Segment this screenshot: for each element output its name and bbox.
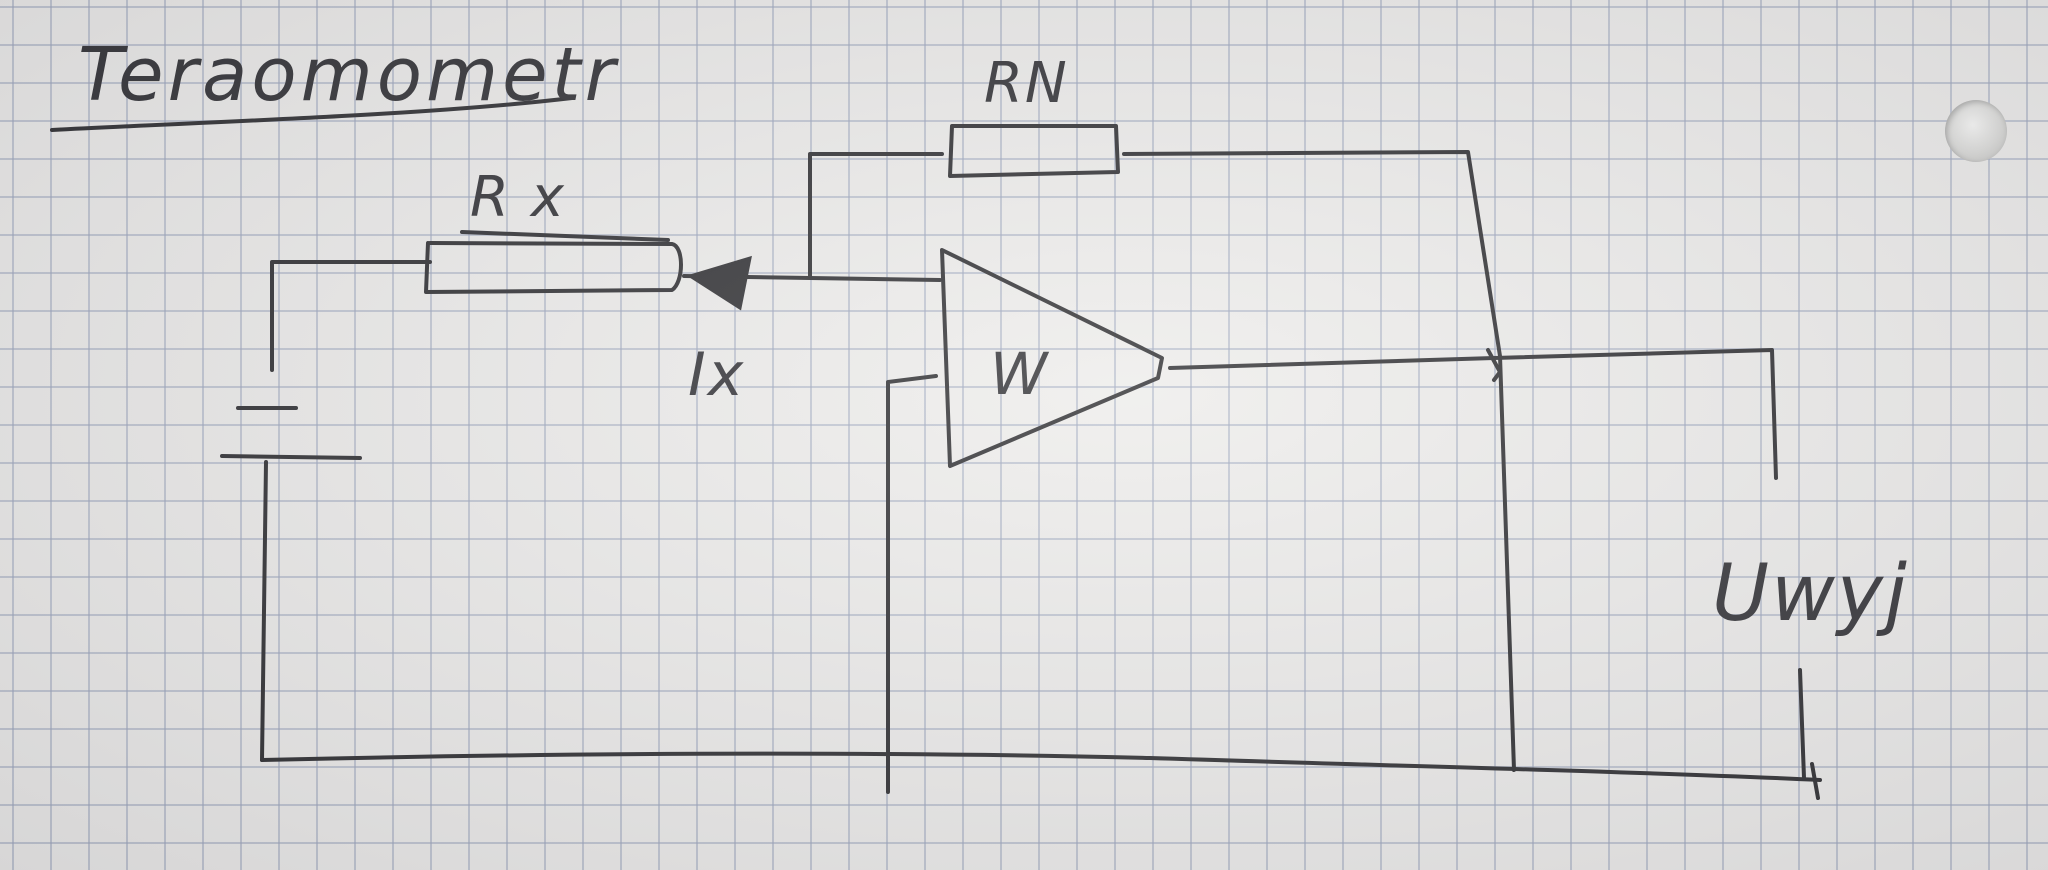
output-junction [1486, 348, 1502, 382]
wire-bottom [260, 751, 1822, 782]
battery-long-plate [220, 454, 362, 460]
feedback-left [808, 152, 944, 278]
opamp-triangle [940, 248, 1164, 468]
opamp-noninverting-lead [886, 374, 938, 794]
label-output-voltage: Uwyj [1712, 549, 1909, 639]
label-ix: Ix [688, 340, 746, 410]
page-title: Teraomometr [78, 32, 620, 118]
wire-left-down [260, 460, 268, 762]
feedback-right [1122, 150, 1516, 772]
binder-hole [1945, 100, 2007, 162]
rx-tick [460, 230, 670, 242]
label-opamp: W [990, 340, 1050, 408]
title-underline [50, 96, 574, 132]
current-arrow [686, 255, 752, 311]
resistor-rn [948, 124, 1120, 178]
bottom-terminal-tick [1810, 762, 1820, 800]
resistor-rx [424, 241, 683, 294]
output-lower-lead [1798, 668, 1806, 780]
label-rn: RN [984, 51, 1069, 116]
wire-left-top [270, 260, 432, 372]
label-rx: R x [470, 165, 566, 230]
wire-output [1168, 348, 1778, 480]
